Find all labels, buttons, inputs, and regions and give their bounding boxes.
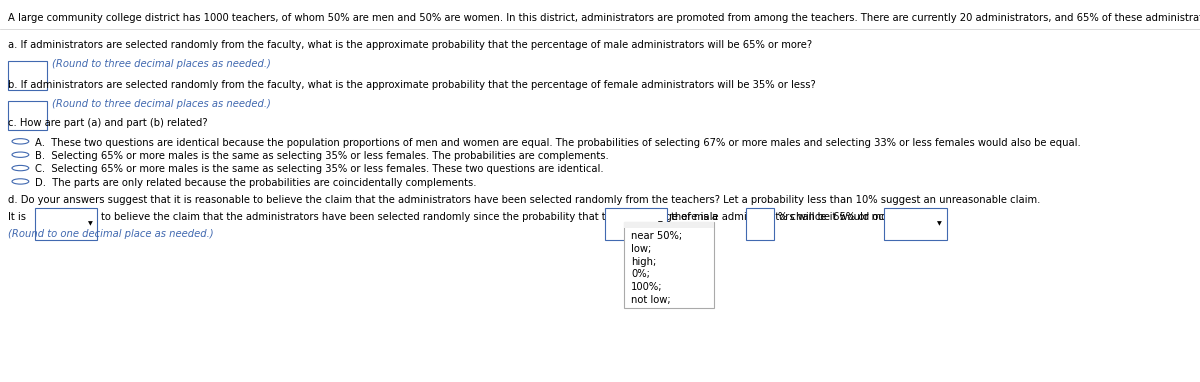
Text: (Round to three decimal places as needed.): (Round to three decimal places as needed…: [52, 99, 270, 109]
Circle shape: [12, 165, 29, 171]
FancyBboxPatch shape: [624, 222, 714, 308]
Text: low;: low;: [631, 244, 652, 254]
Text: C.  Selecting 65% or more males is the same as selecting 35% or less females. Th: C. Selecting 65% or more males is the sa…: [35, 164, 604, 174]
Text: 0%;: 0%;: [631, 269, 650, 279]
Text: high;: high;: [631, 257, 656, 267]
Text: % chance it would occur: % chance it would occur: [778, 212, 900, 222]
Text: near 50%;: near 50%;: [631, 231, 683, 241]
Text: A large community college district has 1000 teachers, of whom 50% are men and 50: A large community college district has 1…: [8, 13, 1200, 23]
Text: c. How are part (a) and part (b) related?: c. How are part (a) and part (b) related…: [8, 118, 208, 128]
FancyBboxPatch shape: [8, 61, 47, 90]
Text: D.  The parts are only related because the probabilities are coincidentally comp: D. The parts are only related because th…: [35, 178, 476, 188]
Circle shape: [12, 139, 29, 144]
FancyBboxPatch shape: [605, 208, 667, 240]
Text: B.  Selecting 65% or more males is the same as selecting 35% or less females. Th: B. Selecting 65% or more males is the sa…: [35, 151, 608, 161]
FancyBboxPatch shape: [884, 208, 947, 240]
Text: to believe the claim that the administrators have been selected randomly since t: to believe the claim that the administra…: [101, 212, 908, 222]
Text: 100%;: 100%;: [631, 282, 662, 292]
FancyBboxPatch shape: [8, 101, 47, 130]
Text: ▼: ▼: [937, 221, 942, 227]
FancyBboxPatch shape: [35, 208, 97, 240]
Text: b. If administrators are selected randomly from the faculty, what is the approxi: b. If administrators are selected random…: [8, 80, 816, 90]
FancyBboxPatch shape: [624, 222, 714, 228]
Text: a. If administrators are selected randomly from the faculty, what is the approxi: a. If administrators are selected random…: [8, 40, 812, 50]
Text: ▼: ▼: [88, 221, 92, 227]
Circle shape: [12, 152, 29, 157]
Text: d. Do your answers suggest that it is reasonable to believe the claim that the a: d. Do your answers suggest that it is re…: [8, 195, 1040, 205]
Text: ▼: ▼: [658, 221, 662, 227]
Text: A.  These two questions are identical because the population proportions of men : A. These two questions are identical bec…: [35, 138, 1080, 147]
Text: It is: It is: [8, 212, 26, 222]
FancyBboxPatch shape: [746, 208, 774, 240]
Text: (Round to one decimal place as needed.): (Round to one decimal place as needed.): [8, 229, 214, 239]
Circle shape: [12, 179, 29, 184]
Text: not low;: not low;: [631, 295, 671, 305]
Text: (Round to three decimal places as needed.): (Round to three decimal places as needed…: [52, 59, 270, 69]
Text: there is a: there is a: [671, 212, 718, 222]
